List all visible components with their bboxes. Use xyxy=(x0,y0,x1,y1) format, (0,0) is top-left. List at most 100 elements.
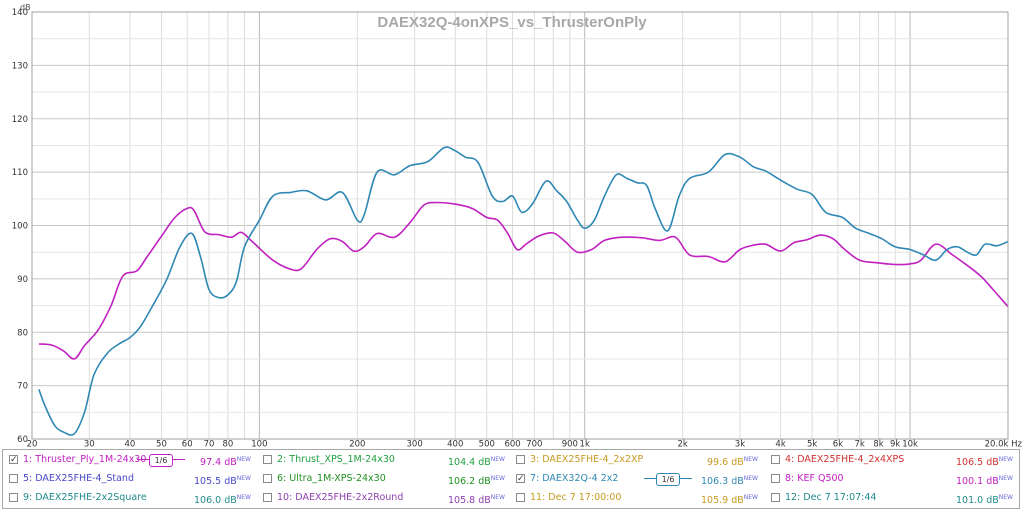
x-tick-label: 20 xyxy=(27,440,38,449)
legend-item-value: 106.5 dBNEW xyxy=(953,451,1013,472)
x-tick-label: 8k xyxy=(873,440,883,449)
new-badge: NEW xyxy=(998,494,1013,501)
x-tick-label: 10k xyxy=(902,440,918,449)
x-tick-label: 40 xyxy=(125,440,136,449)
legend-item-name: 9: DAEX25FHE-2x2Square xyxy=(23,492,147,503)
y-axis-tick-labels: 60 70 80 90 100 110 120 130 140 xyxy=(12,8,28,445)
legend-item: 10: DAEX25FHE-2x2Round 105.8 dBNEW xyxy=(263,489,508,507)
x-tick-label: 60 xyxy=(182,440,193,449)
x-tick-label: 600 xyxy=(504,440,520,449)
y-axis-label: dB xyxy=(20,3,31,12)
legend-item: 8: KEF Q500 100.1 dBNEW xyxy=(771,470,1016,488)
x-tick-label: 900 xyxy=(562,440,578,449)
smoothing-label: 1/6 xyxy=(656,473,680,486)
new-badge: NEW xyxy=(490,456,505,463)
legend-item: 2: Thrust_XPS_1M-24x30 104.4 dBNEW xyxy=(263,451,508,469)
legend-item-value: 106.2 dBNEW xyxy=(445,470,505,491)
legend-item: ✓ 1: Thruster_Ply_1M-24x30 1/6 97.4 dBNEW xyxy=(9,451,254,469)
legend-item-value: 105.5 dBNEW xyxy=(191,470,251,491)
legend-checkbox[interactable] xyxy=(771,474,780,483)
legend-item-name: 3: DAEX25FHE-4_2x2XP xyxy=(530,454,644,465)
legend-item-value: 104.4 dBNEW xyxy=(445,451,505,472)
frequency-response-chart: 60 70 80 90 100 110 120 130 140 20 30 40 50 60 70 80 10… xyxy=(12,3,1023,449)
y-tick-label: 60 xyxy=(17,435,28,445)
legend-item-name: 7: DAEX32Q-4 2x2 xyxy=(530,473,619,484)
new-badge: NEW xyxy=(490,494,505,501)
y-tick-label: 110 xyxy=(12,168,28,178)
legend-checkbox[interactable] xyxy=(9,474,18,483)
x-tick-label: 400 xyxy=(447,440,463,449)
legend-value-text: 99.6 dB xyxy=(707,457,744,468)
x-tick-label: 6k xyxy=(833,440,843,449)
new-badge: NEW xyxy=(743,475,758,482)
x-tick-label: 100 xyxy=(251,440,267,449)
y-tick-label: 90 xyxy=(17,275,28,285)
legend-checkbox[interactable] xyxy=(771,455,780,464)
x-tick-label: 200 xyxy=(349,440,365,449)
legend-value-text: 106.5 dB xyxy=(956,457,999,468)
legend-value-text: 105.8 dB xyxy=(448,495,491,506)
legend-checkbox[interactable] xyxy=(516,493,525,502)
new-badge: NEW xyxy=(998,475,1013,482)
legend-value-text: 105.9 dB xyxy=(701,495,744,506)
new-badge: NEW xyxy=(236,456,251,463)
legend-item-value: 99.6 dBNEW xyxy=(698,451,758,472)
legend-item-name: 1: Thruster_Ply_1M-24x30 xyxy=(23,454,147,465)
legend-checkbox[interactable]: ✓ xyxy=(516,474,525,484)
smoothing-indicator[interactable]: 1/6 xyxy=(644,470,692,488)
legend-item-name: 12: Dec 7 17:07:44 xyxy=(785,492,877,503)
y-tick-label: 100 xyxy=(12,222,28,232)
x-tick-label: 20.0k Hz xyxy=(985,440,1023,449)
legend-item-value: 101.0 dBNEW xyxy=(953,489,1013,510)
legend-value-text: 105.5 dB xyxy=(194,476,237,487)
legend-checkbox[interactable]: ✓ xyxy=(9,455,18,465)
legend-value-text: 101.0 dB xyxy=(956,495,999,506)
legend-value-text: 97.4 dB xyxy=(200,457,237,468)
legend-value-text: 106.2 dB xyxy=(448,476,491,487)
legend-checkbox[interactable] xyxy=(516,455,525,464)
legend-value-text: 104.4 dB xyxy=(448,457,491,468)
legend-item: 4: DAEX25FHE-4_2x4XPS 106.5 dBNEW xyxy=(771,451,1016,469)
new-badge: NEW xyxy=(490,475,505,482)
legend-value-text: 106.0 dB xyxy=(194,495,237,506)
smoothing-indicator[interactable]: 1/6 xyxy=(137,451,185,469)
legend-item-value: 106.3 dBNEW xyxy=(698,470,758,491)
legend-item-name: 6: Ultra_1M-XPS-24x30 xyxy=(277,473,386,484)
legend-item-name: 5: DAEX25FHE-4_Stand xyxy=(23,473,134,484)
legend-item-name: 2: Thrust_XPS_1M-24x30 xyxy=(277,454,395,465)
legend-item-value: 106.0 dBNEW xyxy=(191,489,251,510)
new-badge: NEW xyxy=(743,456,758,463)
legend-item: ✓ 7: DAEX32Q-4 2x2 1/6 106.3 dBNEW xyxy=(516,470,761,488)
chart-title: DAEX32Q-4onXPS_vs_ThrusterOnPly xyxy=(377,14,647,31)
legend-checkbox[interactable] xyxy=(263,455,272,464)
x-tick-label: 500 xyxy=(479,440,495,449)
x-tick-label: 700 xyxy=(526,440,542,449)
legend-checkbox[interactable] xyxy=(9,493,18,502)
legend-item-value: 105.9 dBNEW xyxy=(698,489,758,510)
legend-item: 5: DAEX25FHE-4_Stand 105.5 dBNEW xyxy=(9,470,254,488)
new-badge: NEW xyxy=(236,475,251,482)
x-tick-label: 300 xyxy=(407,440,423,449)
legend-item: 12: Dec 7 17:07:44 101.0 dBNEW xyxy=(771,489,1016,507)
x-tick-label: 7k xyxy=(854,440,864,449)
y-tick-label: 80 xyxy=(17,328,28,338)
x-tick-label: 80 xyxy=(222,440,233,449)
legend-checkbox[interactable] xyxy=(771,493,780,502)
chart-grid xyxy=(32,11,1008,440)
x-tick-label: 5k xyxy=(807,440,817,449)
x-tick-label: 1k xyxy=(580,440,590,449)
new-badge: NEW xyxy=(236,494,251,501)
chart-series xyxy=(38,146,1009,436)
x-tick-label: 2k xyxy=(677,440,687,449)
legend-item: 9: DAEX25FHE-2x2Square 106.0 dBNEW xyxy=(9,489,254,507)
legend-item: 11: Dec 7 17:00:00 105.9 dBNEW xyxy=(516,489,761,507)
legend-value-text: 106.3 dB xyxy=(701,476,744,487)
legend-value-text: 100.1 dB xyxy=(956,476,999,487)
plot-frame xyxy=(31,11,1009,440)
y-tick-label: 120 xyxy=(12,115,28,125)
legend-item-name: 8: KEF Q500 xyxy=(785,473,844,484)
y-tick-label: 140 xyxy=(12,8,28,18)
legend-checkbox[interactable] xyxy=(263,474,272,483)
new-badge: NEW xyxy=(998,456,1013,463)
legend-checkbox[interactable] xyxy=(263,493,272,502)
